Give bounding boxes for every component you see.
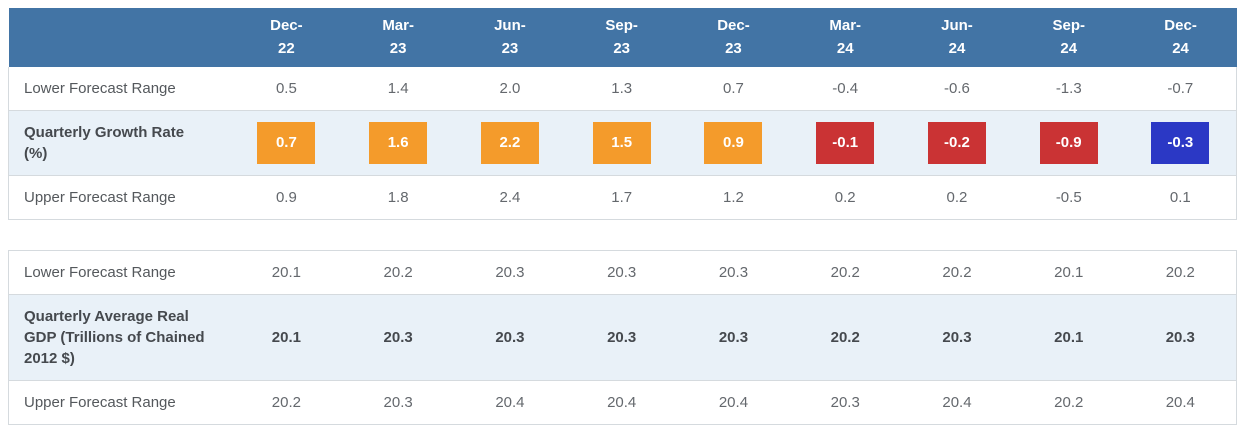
value-cell: -0.7 (1124, 67, 1237, 111)
row-label-text: Lower Forecast Range (24, 264, 176, 281)
quarterly-growth-rate-table: Dec- 22 Mar- 23 Jun- 23 Sep- 23 Dec- 23 Mar- 24 Jun-… (8, 8, 1237, 220)
value-cell: 20.3 (342, 294, 455, 381)
row-label-text: Quarterly Growth Rate (%) (24, 124, 185, 162)
column-header-mar-23: Mar- 23 (342, 8, 455, 67)
value-cell: 0.1 (1124, 175, 1237, 220)
column-header-jun-23: Jun- 23 (454, 8, 566, 67)
column-header-jun-24: Jun- 24 (901, 8, 1013, 67)
value-cell: 20.4 (677, 380, 790, 425)
value-cell: 1.4 (342, 67, 455, 111)
value-cell: 20.3 (677, 250, 790, 295)
value-cell: -0.4 (789, 67, 902, 111)
column-header-sep-24: Sep- 24 (1012, 8, 1125, 67)
value-cell: -0.2 (901, 110, 1013, 176)
value-cell: 0.7 (677, 67, 790, 111)
value-cell: 20.3 (454, 250, 566, 295)
value-cell: 20.2 (1124, 250, 1237, 295)
value-cell: 2.0 (454, 67, 566, 111)
value-cell: 1.3 (565, 67, 678, 111)
growth-rate-badge: -0.3 (1151, 122, 1210, 164)
column-header-dec-22: Dec- 22 (230, 8, 343, 67)
value-cell: -0.6 (901, 67, 1013, 111)
value-cell: 1.2 (677, 175, 790, 220)
row-label: Upper Forecast Range (8, 175, 231, 220)
growth-rate-badge: 1.6 (369, 122, 428, 164)
value-cell: 0.9 (677, 110, 790, 176)
value-cell: 20.4 (565, 380, 678, 425)
table-row: Quarterly Growth Rate (%) 0.7 1.6 2.2 1.5 0.9… (8, 110, 1237, 176)
value-cell: 20.2 (901, 250, 1013, 295)
value-cell: 20.2 (1012, 380, 1125, 425)
table-row: Upper Forecast Range 20.2 20.3 20.4 20.4 20.4… (8, 380, 1237, 425)
row-label: Lower Forecast Range (8, 250, 231, 295)
table-row: Upper Forecast Range 0.9 1.8 2.4 1.7 1.2 0.2 0.… (8, 175, 1237, 220)
column-header-sep-23: Sep- 23 (565, 8, 678, 67)
growth-rate-badge: 2.2 (480, 122, 539, 164)
value-cell: 20.1 (1012, 250, 1125, 295)
value-cell: 20.3 (342, 380, 455, 425)
value-cell: -0.3 (1124, 110, 1237, 176)
value-cell: 0.9 (230, 175, 343, 220)
growth-rate-badge: -0.1 (816, 122, 875, 164)
header-row: Dec- 22 Mar- 23 Jun- 23 Sep- 23 Dec- 23 Mar- 24 Jun-… (8, 8, 1237, 67)
value-cell: 20.2 (230, 380, 343, 425)
value-cell: 0.7 (230, 110, 343, 176)
value-cell: -0.9 (1012, 110, 1125, 176)
value-cell: 1.8 (342, 175, 455, 220)
header-corner-cell (8, 8, 231, 67)
value-cell: 20.1 (230, 250, 343, 295)
value-cell: 20.2 (789, 250, 902, 295)
row-label: Quarterly Growth Rate (%) (8, 110, 231, 176)
growth-rate-badge: 0.7 (257, 122, 316, 164)
row-label: Quarterly Average Real GDP (Trillions of… (8, 294, 231, 381)
value-cell: 2.4 (454, 175, 566, 220)
growth-rate-badge: 1.5 (592, 122, 651, 164)
value-cell: 0.2 (901, 175, 1013, 220)
row-label-text: Lower Forecast Range (24, 80, 176, 97)
value-cell: -1.3 (1012, 67, 1125, 111)
table-row: Quarterly Average Real GDP (Trillions of… (8, 294, 1237, 381)
value-cell: -0.5 (1012, 175, 1125, 220)
value-cell: 1.6 (342, 110, 455, 176)
growth-rate-badge: -0.9 (1039, 122, 1098, 164)
row-label-text: Quarterly Average Real GDP (Trillions of… (24, 308, 205, 367)
value-cell: 1.5 (565, 110, 678, 176)
value-cell: 20.4 (1124, 380, 1237, 425)
value-cell: 0.2 (789, 175, 902, 220)
table-row: Lower Forecast Range 0.5 1.4 2.0 1.3 0.7 -0.4-… (8, 67, 1237, 111)
value-cell: 1.7 (565, 175, 678, 220)
value-cell: 20.3 (454, 294, 566, 381)
growth-rate-badge: 0.9 (704, 122, 763, 164)
row-label: Lower Forecast Range (8, 67, 231, 111)
value-cell: 20.3 (565, 250, 678, 295)
row-label-text: Upper Forecast Range (24, 394, 176, 411)
value-cell: 20.3 (901, 294, 1013, 381)
value-cell: 20.1 (230, 294, 343, 381)
value-cell: 0.5 (230, 67, 343, 111)
value-cell: 20.4 (454, 380, 566, 425)
value-cell: 20.3 (677, 294, 790, 381)
value-cell: 20.1 (1012, 294, 1125, 381)
growth-rate-badge: -0.2 (927, 122, 986, 164)
column-header-dec-24: Dec- 24 (1124, 8, 1237, 67)
row-label: Upper Forecast Range (8, 380, 231, 425)
value-cell: 20.3 (565, 294, 678, 381)
period-header-row: Dec- 22 Mar- 23 Jun- 23 Sep- 23 Dec- 23 Mar- 24 Jun-… (8, 8, 1237, 67)
row-label-text: Upper Forecast Range (24, 189, 176, 206)
value-cell: 20.3 (789, 380, 902, 425)
value-cell: 20.4 (901, 380, 1013, 425)
value-cell: 20.2 (342, 250, 455, 295)
value-cell: 20.2 (789, 294, 902, 381)
table-gap (8, 220, 1237, 250)
value-cell: 20.3 (1124, 294, 1237, 381)
quarterly-average-real-gdp-table: Lower Forecast Range 20.1 20.2 20.3 20.3 20.3… (8, 250, 1237, 425)
column-header-mar-24: Mar- 24 (789, 8, 902, 67)
value-cell: -0.1 (789, 110, 902, 176)
table-row: Lower Forecast Range 20.1 20.2 20.3 20.3 20.3… (8, 250, 1237, 295)
column-header-dec-23: Dec- 23 (677, 8, 790, 67)
value-cell: 2.2 (454, 110, 566, 176)
